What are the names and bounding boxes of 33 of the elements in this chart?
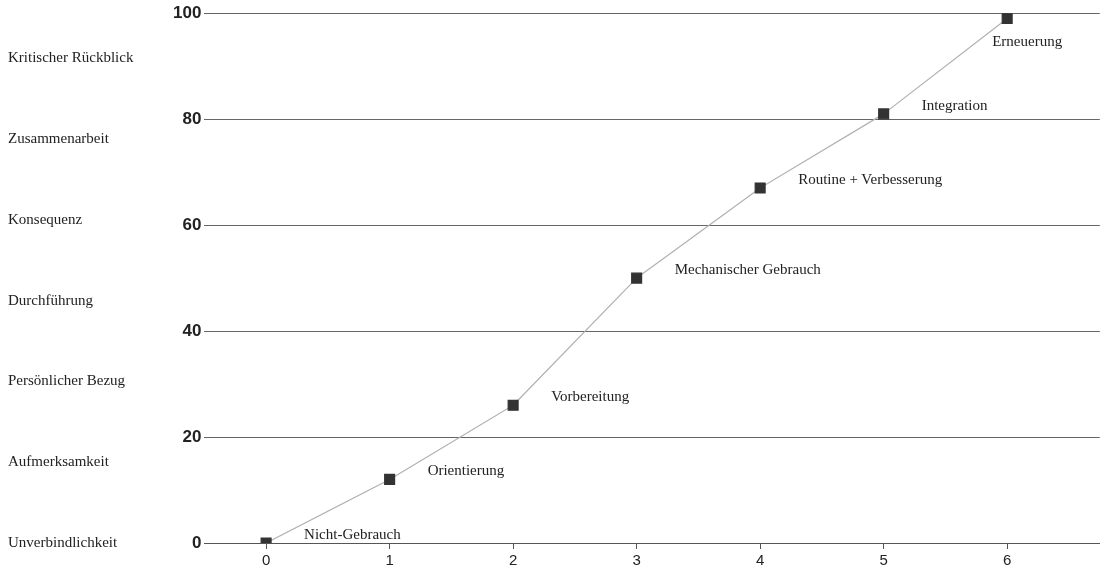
annotation: Mechanischer Gebrauch <box>674 261 822 278</box>
x-tick-label: 2 <box>508 551 518 569</box>
x-tick-label: 5 <box>879 551 888 569</box>
text: Unverbindlichkeit <box>8 533 118 550</box>
y-tick-label: 60 <box>182 214 202 234</box>
annotation: Vorbereitung <box>551 388 630 405</box>
text: Zusammenarbeit <box>8 129 110 146</box>
x-tick-label: 1 <box>385 551 394 569</box>
point <box>878 108 890 120</box>
point <box>507 399 519 411</box>
text: Konsequenz <box>8 210 83 227</box>
annotation: Erneuerung <box>992 33 1063 50</box>
point <box>384 473 396 485</box>
annotation: Orientierung <box>427 462 505 479</box>
text: Aufmerksamkeit <box>8 453 110 470</box>
x-tick-label: 6 <box>1003 551 1012 569</box>
annotation: Routine + Verbesserung <box>798 170 943 187</box>
y-tick-label: 40 <box>182 320 202 340</box>
x-tick-label: 3 <box>632 551 641 569</box>
y-tick-label: 80 <box>182 108 202 128</box>
point <box>754 182 766 194</box>
x-tick-label: 4 <box>755 551 765 569</box>
text: Durchführung <box>8 291 94 308</box>
x-tick-label: 0 <box>261 551 271 569</box>
point <box>1001 13 1013 25</box>
y-tick-label: 0 <box>191 532 202 552</box>
annotation: Integration <box>921 96 988 113</box>
y-tick-label: 100 <box>172 2 202 22</box>
point <box>631 272 643 284</box>
text: Kritischer Rückblick <box>8 49 134 66</box>
annotation: Nicht-Gebrauch <box>304 525 402 542</box>
y-tick-label: 20 <box>182 426 202 446</box>
text: Persönlicher Bezug <box>8 372 126 389</box>
